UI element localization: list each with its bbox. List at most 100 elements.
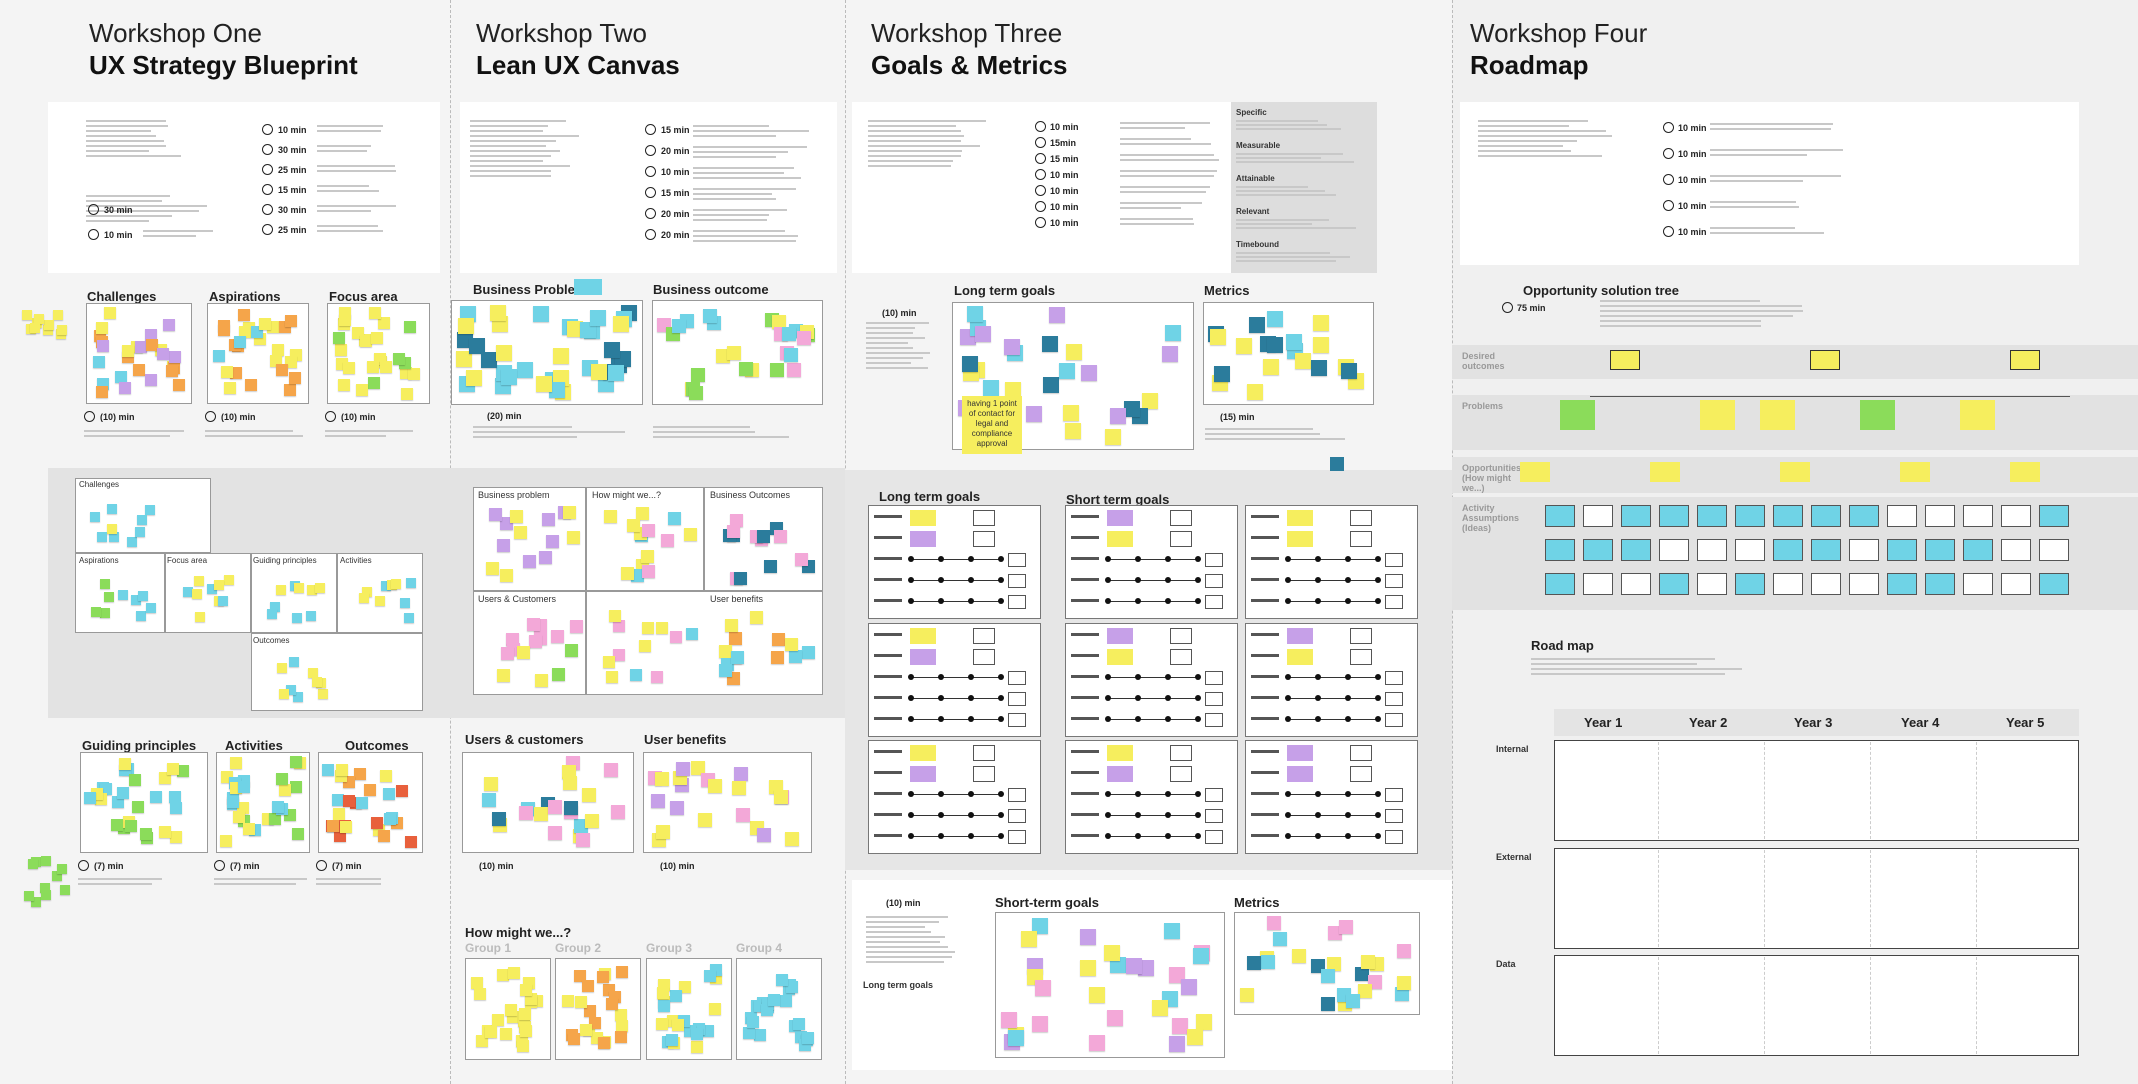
sticky-note <box>109 532 120 543</box>
sticky-note <box>585 814 600 829</box>
text-line <box>868 140 962 142</box>
text-line <box>866 941 940 943</box>
sticky-note <box>1164 325 1181 342</box>
sticky-note <box>636 506 650 520</box>
scale-dot <box>1165 833 1171 839</box>
sticky-note <box>1267 336 1284 353</box>
cell-divider <box>1870 742 1871 839</box>
idea-box <box>1545 573 1575 595</box>
sticky-note <box>789 649 803 663</box>
sticky-note <box>1032 1016 1049 1033</box>
sticky-note <box>725 618 739 632</box>
sticky-note <box>770 362 785 377</box>
sticky-note <box>1107 510 1133 526</box>
sticky-note <box>1088 986 1105 1003</box>
scale-line <box>1287 677 1377 678</box>
sticky-note <box>691 1028 704 1041</box>
sticky-note <box>1327 925 1342 940</box>
sticky-note <box>1058 362 1075 379</box>
sticky-note <box>1164 922 1181 939</box>
sticky-note <box>1310 958 1325 973</box>
sticky-note <box>1246 956 1261 971</box>
text-line <box>653 431 756 433</box>
sticky-note <box>1310 360 1327 377</box>
idea-box <box>1963 505 1993 527</box>
text-line <box>470 170 552 172</box>
sticky-note <box>573 969 586 982</box>
section-heading: Focus area <box>329 289 398 304</box>
sticky-note <box>485 1025 498 1038</box>
text-line <box>866 347 914 349</box>
text-line <box>693 198 776 200</box>
row-label <box>874 696 902 699</box>
agenda-time: 10 min <box>1678 175 1707 185</box>
text-line <box>1236 190 1326 192</box>
sticky-note <box>655 1018 668 1031</box>
sticky-note <box>270 354 283 367</box>
scale-dot <box>938 598 944 604</box>
scale-dot <box>908 695 914 701</box>
canvas-label: Focus area <box>167 556 208 565</box>
sticky-note <box>581 788 596 803</box>
sticky-note <box>1031 917 1048 934</box>
text-line <box>1120 191 1206 193</box>
text-line <box>1236 153 1344 155</box>
sticky-note <box>910 510 936 526</box>
scale-line <box>1107 580 1197 581</box>
section-heading: User benefits <box>644 732 727 747</box>
sticky-note <box>378 830 391 843</box>
idea-box <box>1849 573 1879 595</box>
sticky-note <box>404 612 415 623</box>
text-line <box>693 135 777 137</box>
text-line <box>1478 145 1564 147</box>
clock-icon <box>1502 302 1513 313</box>
agenda-time: 15 min <box>278 185 307 195</box>
clock-icon <box>1663 174 1674 185</box>
sticky-note <box>275 364 288 377</box>
scale-dot <box>968 556 974 562</box>
group-label: Group 2 <box>555 941 602 955</box>
scale-dot <box>1285 556 1291 562</box>
idea-box <box>1773 573 1803 595</box>
sticky-note <box>276 663 287 674</box>
scale-dot <box>1315 674 1321 680</box>
sticky-note <box>315 582 326 593</box>
clock-icon <box>88 204 99 215</box>
sticky-note <box>1287 510 1313 526</box>
board-frame <box>1554 955 2079 1056</box>
sticky-note <box>910 745 936 761</box>
clock-icon <box>645 145 656 156</box>
scale-line <box>910 794 1000 795</box>
sticky-note <box>683 528 697 542</box>
scale-dot <box>1195 812 1201 818</box>
workshop-title: Roadmap <box>1470 50 1589 80</box>
sticky-note <box>245 379 258 392</box>
sticky-note <box>603 762 618 777</box>
text-line <box>143 235 197 237</box>
sticky-note <box>910 766 936 782</box>
sticky-note <box>363 783 376 796</box>
scale-dot <box>1315 812 1321 818</box>
sticky-note <box>99 578 110 589</box>
answer-box <box>1205 574 1223 588</box>
sticky-note <box>1152 999 1169 1016</box>
answer-box <box>973 628 995 644</box>
section-time: (10) min <box>221 412 256 422</box>
text-line <box>1478 150 1571 152</box>
row-label <box>1251 633 1279 636</box>
section-time: (10) min <box>660 861 695 871</box>
sticky-note <box>1287 531 1313 547</box>
workshop-label: Workshop Two <box>476 18 648 48</box>
sticky-note <box>604 341 621 358</box>
answer-box <box>1385 553 1403 567</box>
sticky-note <box>602 655 615 668</box>
sticky-note <box>508 966 521 979</box>
cell-divider <box>1658 957 1659 1054</box>
sticky-note <box>516 1039 529 1052</box>
agenda-time: 20 min <box>661 209 690 219</box>
text-line <box>1120 170 1218 172</box>
text-line <box>1531 668 1743 670</box>
sticky-note <box>797 331 812 346</box>
band-label: Opportunities (How might we...) <box>1462 463 1521 493</box>
sticky-note <box>1080 929 1097 946</box>
